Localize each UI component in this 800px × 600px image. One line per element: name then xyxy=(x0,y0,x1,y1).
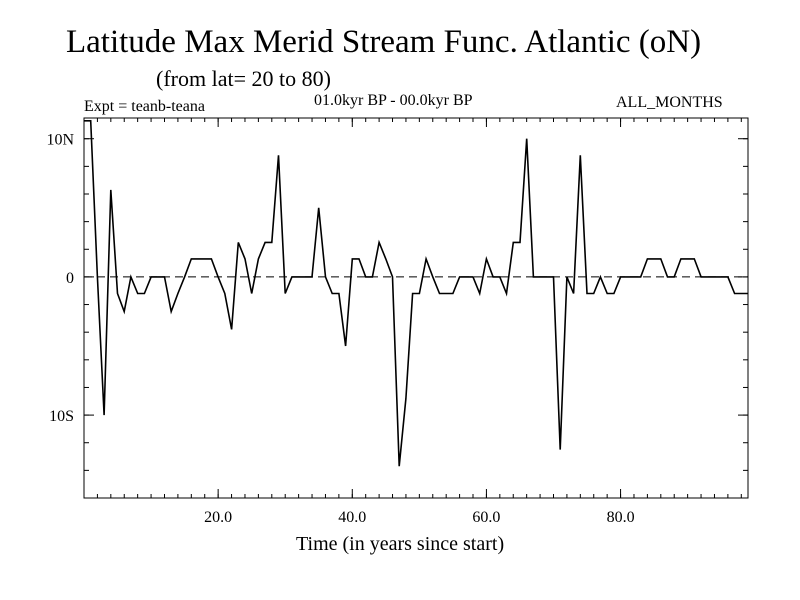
major-ticks xyxy=(84,118,748,498)
x-tick-label: 40.0 xyxy=(338,509,366,526)
minor-ticks xyxy=(84,118,748,498)
chart-subtitle: (from lat= 20 to 80) xyxy=(156,66,331,91)
experiment-label: Expt = teanb-teana xyxy=(84,98,205,115)
tick-labels: 20.0 40.0 60.0 80.0 10N 0 10S xyxy=(46,132,634,526)
y-tick-label: 10S xyxy=(49,408,74,425)
y-tick-label: 0 xyxy=(66,270,74,287)
series-line xyxy=(84,120,748,467)
chart-title: Latitude Max Merid Stream Func. Atlantic… xyxy=(66,24,702,60)
x-tick-label: 60.0 xyxy=(472,509,500,526)
x-axis-label: Time (in years since start) xyxy=(296,533,505,555)
y-tick-label: 10N xyxy=(46,132,74,149)
x-tick-label: 20.0 xyxy=(204,509,232,526)
period-label: 01.0kyr BP - 00.0kyr BP xyxy=(314,92,473,109)
x-tick-label: 80.0 xyxy=(607,509,635,526)
months-label: ALL_MONTHS xyxy=(616,94,723,111)
plot-frame xyxy=(83,117,749,499)
